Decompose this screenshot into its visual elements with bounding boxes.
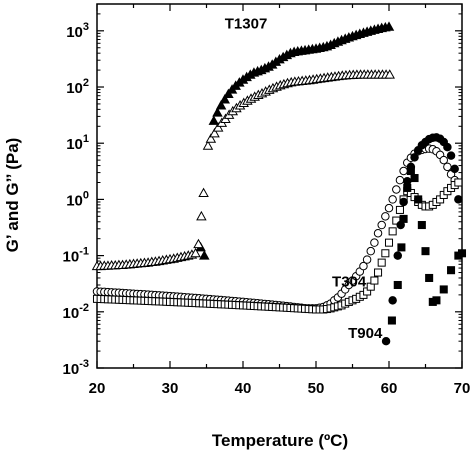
point-square-open [395,205,404,214]
point-circle-open [366,246,375,256]
point-square-filled [432,296,441,305]
x-tick-label: 50 [308,380,325,397]
point-circle-open [399,166,408,176]
point-triangle-filled [212,107,223,117]
point-circle-filled [454,195,463,204]
x-tick-label: 40 [235,380,252,397]
point-triangle-open [202,140,214,150]
point-triangle-filled [215,100,227,110]
series-label-t904: T904 [348,325,383,342]
point-square-open [454,178,463,187]
point-circle-open [370,238,379,247]
point-triangle-filled [383,21,395,31]
series-label-t304: T304 [332,274,367,291]
y-tick-label: 100 [66,189,89,209]
point-square-filled [439,285,448,294]
point-square-open [381,249,390,258]
point-circle-open [439,155,448,165]
point-square-open [377,258,386,267]
data-points [91,21,467,346]
point-circle-filled [399,197,408,207]
point-circle-open [359,261,368,271]
point-square-open [370,276,379,285]
y-tick-label: 102 [66,77,89,97]
point-square-filled [425,273,434,282]
y-tick-label: 101 [66,133,89,153]
point-circle-filled [381,336,391,346]
y-tick-label: 103 [66,21,89,41]
point-circle-open [362,255,372,264]
y-axis-title: G’ and G’’ (Pa) [3,138,22,253]
y-tick-label: 10-2 [63,302,89,322]
x-tick-label: 70 [454,380,471,397]
point-circle-open [381,212,390,221]
point-circle-filled [443,142,452,152]
point-circle-filled [450,164,459,174]
point-triangle-open [384,69,395,79]
point-square-filled [399,214,408,223]
point-triangle-filled [199,250,210,260]
x-tick-label: 20 [89,380,106,397]
point-square-open [388,227,397,236]
point-square-filled [397,243,406,252]
point-triangle-open [212,122,224,132]
point-circle-open [384,203,394,213]
point-square-filled [417,221,426,230]
point-square-filled [421,247,430,256]
point-triangle-open [190,247,201,258]
point-circle-filled [410,153,419,162]
point-square-filled [457,249,467,258]
x-tick-label: 60 [381,380,398,397]
point-circle-open [388,195,397,204]
point-circle-filled [388,296,397,305]
point-square-filled [410,174,419,183]
point-square-filled [393,280,402,290]
y-tick-labels: 103 102 101 100 10-1 10-2 10-3 [63,21,89,378]
point-circle-filled [446,151,456,160]
point-triangle-open [209,127,220,138]
point-square-filled [387,316,396,325]
point-square-filled [406,166,415,176]
annotations: T1307 T304 T904 [225,15,383,342]
point-circle-open [443,162,452,172]
point-triangle-filled [208,115,220,125]
point-triangle-open [205,133,217,143]
point-circle-open [392,185,401,194]
point-square-filled [447,266,456,275]
point-triangle-open [198,187,209,198]
y-tick-label: 10-1 [63,246,89,266]
point-triangle-filled [219,94,230,104]
point-circle-open [395,175,405,185]
point-triangle-open [196,210,207,221]
point-circle-open [373,229,383,238]
point-circle-filled [393,251,403,260]
point-square-filled [403,183,412,192]
x-axis-title: Temperature (ºC) [212,431,348,450]
point-circle-open [377,220,386,230]
series-label-t1307: T1307 [225,15,268,32]
point-square-open [384,238,394,247]
point-triangle-open [193,238,204,249]
x-tick-labels: 20 30 40 50 60 70 [89,380,471,397]
point-square-open [374,268,383,277]
x-tick-label: 30 [162,380,179,397]
y-tick-label: 10-3 [63,358,89,378]
point-square-filled [414,195,423,204]
